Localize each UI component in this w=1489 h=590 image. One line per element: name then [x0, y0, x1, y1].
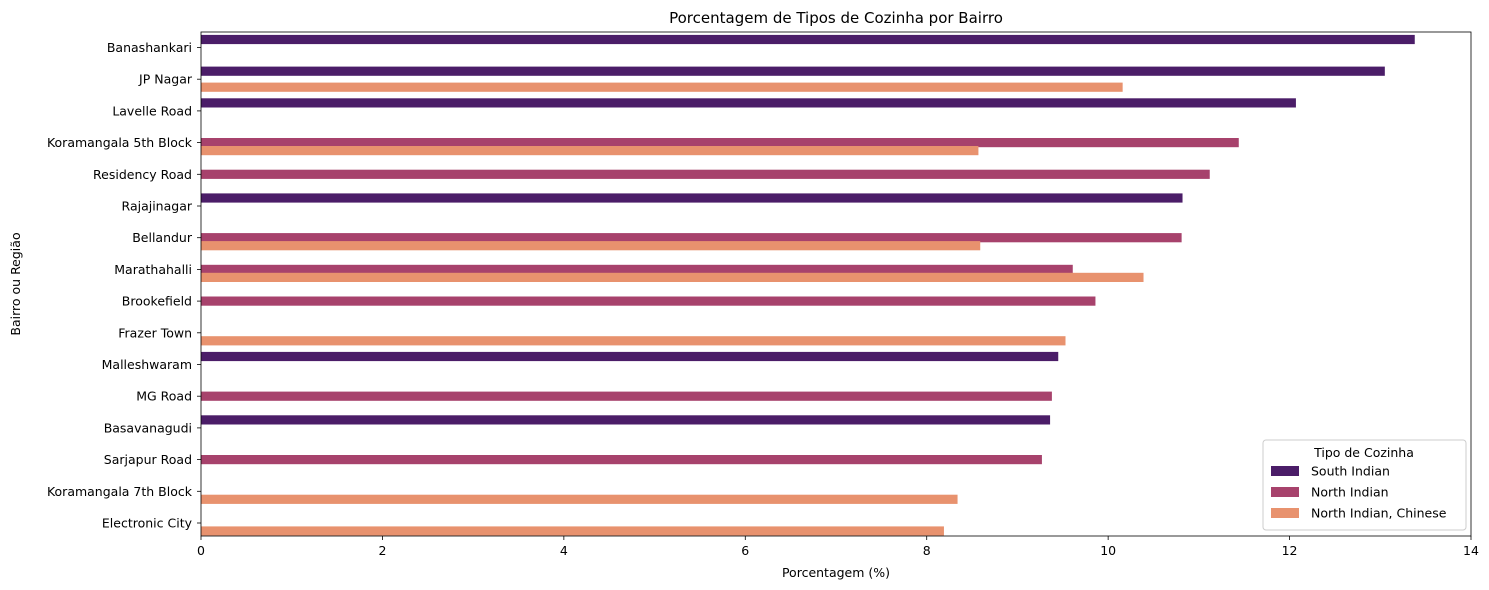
legend-label-south-indian: South Indian: [1311, 464, 1390, 479]
y-tick-label: Brookefield: [122, 294, 192, 309]
y-tick-label: Frazer Town: [118, 325, 192, 340]
y-axis-ticks: Banashankari JP Nagar Lavelle Road Koramang…: [47, 40, 201, 531]
bar-residency-road-north-indian: [201, 169, 1210, 179]
legend: Tipo de Cozinha South Indian North Indian…: [1262, 439, 1467, 531]
y-tick-label: Lavelle Road: [112, 103, 192, 118]
bar-rajajinagar-south-indian: [201, 193, 1183, 203]
bar-bellandur-north-indian: [201, 233, 1182, 243]
legend-swatch-north-indian-chinese: [1271, 508, 1299, 518]
bar-malleshwaram-south-indian: [201, 351, 1059, 362]
x-tick-label: 10: [1100, 543, 1116, 558]
legend-items: South Indian North Indian North Indian, Ch…: [1271, 464, 1447, 521]
bar-sarjapur-road-north-indian: [201, 455, 1042, 465]
y-tick-label: Sarjapur Road: [104, 452, 192, 467]
bar-lavelle-road-south-indian: [201, 98, 1296, 108]
plot-frame: [200, 31, 1472, 537]
bars-group: [201, 34, 1415, 536]
y-tick-label: Basavanagudi: [104, 420, 192, 435]
x-tick-label: 6: [741, 543, 749, 558]
y-tick-label: Bellandur: [132, 230, 193, 245]
bar-marathahalli-north-indian-chinese: [201, 272, 1144, 282]
legend-title: Tipo de Cozinha: [1313, 445, 1414, 460]
y-tick-label: MG Road: [136, 389, 192, 404]
x-tick-label: 2: [378, 543, 386, 558]
y-tick-label: Malleshwaram: [102, 357, 192, 372]
bar-basavanagudi-south-indian: [201, 415, 1051, 425]
y-tick-label: Banashankari: [107, 40, 192, 55]
legend-swatch-north-indian: [1271, 487, 1299, 497]
bar-jp-nagar-south-indian: [201, 66, 1385, 76]
x-tick-label: 8: [923, 543, 931, 558]
legend-swatch-south-indian: [1271, 466, 1299, 476]
bar-jp-nagar-north-indian-chinese: [201, 82, 1123, 92]
y-tick-label: Rajajinagar: [122, 199, 193, 214]
y-tick-label: Koramangala 5th Block: [47, 135, 193, 150]
bar-brookefield-north-indian: [201, 296, 1096, 306]
x-tick-label: 12: [1282, 543, 1298, 558]
bar-electronic-city-north-indian-chinese: [201, 526, 944, 536]
x-tick-label: 0: [197, 543, 205, 558]
y-tick-label: Marathahalli: [114, 262, 192, 277]
bar-frazer-town-north-indian-chinese: [201, 336, 1066, 346]
legend-label-north-indian: North Indian: [1311, 485, 1389, 500]
y-axis-title: Bairro ou Região: [8, 232, 23, 335]
x-axis-ticks: 0 2 4 6 8 10 12 14: [197, 536, 1479, 558]
bar-koramangala-5th-block-north-indian: [201, 138, 1239, 148]
x-tick-label: 4: [560, 543, 568, 558]
x-tick-label: 14: [1463, 543, 1479, 558]
legend-frame: [1262, 439, 1467, 531]
y-tick-label: Koramangala 7th Block: [47, 484, 193, 499]
bar-mg-road-north-indian: [201, 391, 1052, 401]
y-tick-label: JP Nagar: [138, 72, 193, 87]
y-tick-label: Electronic City: [102, 516, 193, 531]
bar-koramangala-5th-block-north-indian-chinese: [201, 146, 979, 156]
x-axis-title: Porcentagem (%): [782, 565, 890, 580]
bar-bellandur-north-indian-chinese: [201, 241, 981, 251]
legend-label-north-indian-chinese: North Indian, Chinese: [1311, 506, 1447, 521]
bar-banashankari-south-indian: [201, 34, 1415, 45]
y-tick-label: Residency Road: [93, 167, 192, 182]
bar-koramangala-7th-block-north-indian-chinese: [201, 494, 958, 504]
bar-marathahalli-north-indian: [201, 264, 1073, 274]
chart-title: Porcentagem de Tipos de Cozinha por Bair…: [669, 9, 1003, 27]
